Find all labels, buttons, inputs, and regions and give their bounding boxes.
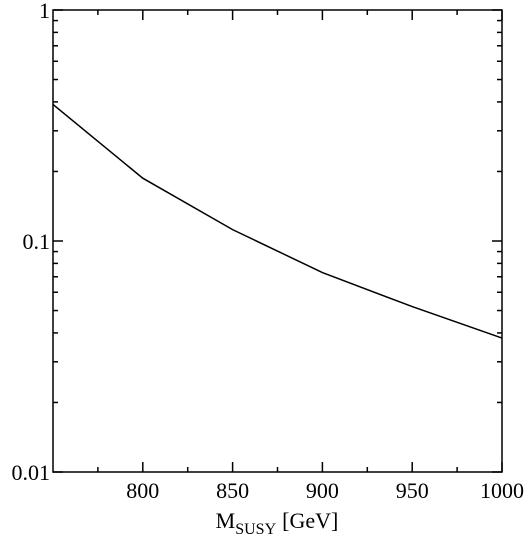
x-tick-label: 1000 <box>480 478 524 503</box>
x-tick-label: 850 <box>216 478 249 503</box>
x-tick-label: 800 <box>126 478 159 503</box>
plot-frame <box>52 9 503 473</box>
x-tick-label: 950 <box>396 478 429 503</box>
x-label-main: M <box>216 508 236 533</box>
data-line <box>52 103 503 339</box>
y-tick-label: 1 <box>39 0 50 23</box>
x-tick-label: 900 <box>306 478 339 503</box>
y-tick-label: 0.1 <box>23 229 51 254</box>
x-label-unit: [GeV] <box>282 508 338 533</box>
x-axis-label: MSUSY [GeV] <box>216 508 339 536</box>
x-label-sub: SUSY <box>235 521 276 536</box>
y-tick-label: 0.01 <box>12 460 51 485</box>
